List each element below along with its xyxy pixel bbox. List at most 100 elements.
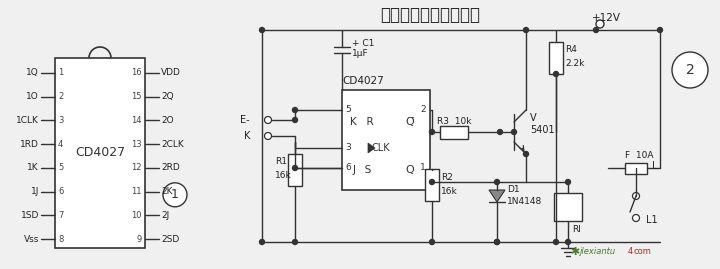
- Text: 16: 16: [131, 68, 142, 77]
- Circle shape: [498, 129, 503, 134]
- Text: R4: R4: [565, 45, 577, 55]
- Text: ✱: ✱: [570, 247, 580, 257]
- Bar: [55, 58, 145, 248]
- Text: 9: 9: [137, 235, 142, 244]
- Text: 5401: 5401: [530, 125, 554, 135]
- Text: 1K: 1K: [27, 163, 39, 172]
- Text: 1Q: 1Q: [26, 68, 39, 77]
- Text: 2: 2: [685, 63, 694, 77]
- Circle shape: [495, 179, 500, 185]
- Text: 6: 6: [345, 164, 351, 172]
- Text: V: V: [530, 113, 536, 123]
- Bar: [440, 126, 468, 139]
- Bar: [625, 162, 647, 174]
- Text: 1CLK: 1CLK: [16, 116, 39, 125]
- Text: + C1: + C1: [352, 40, 374, 48]
- Text: 1: 1: [171, 188, 179, 201]
- Text: 11: 11: [132, 187, 142, 196]
- Text: 3: 3: [58, 116, 63, 125]
- Circle shape: [511, 129, 516, 134]
- Circle shape: [593, 27, 598, 33]
- Polygon shape: [489, 190, 505, 202]
- Text: Q: Q: [405, 165, 415, 175]
- Circle shape: [657, 27, 662, 33]
- Text: 16k: 16k: [441, 186, 458, 196]
- Text: 1μF: 1μF: [352, 49, 369, 58]
- Circle shape: [264, 133, 271, 140]
- Text: K   R: K R: [350, 117, 374, 127]
- Text: 1: 1: [58, 68, 63, 77]
- Text: 2: 2: [420, 105, 426, 115]
- Text: 3: 3: [345, 143, 351, 153]
- Text: CD4027: CD4027: [75, 147, 125, 160]
- Text: 6: 6: [58, 187, 63, 196]
- Text: D1: D1: [507, 186, 520, 194]
- Text: 1: 1: [420, 164, 426, 172]
- Circle shape: [523, 151, 528, 157]
- Circle shape: [292, 165, 297, 171]
- Text: 2SD: 2SD: [161, 235, 179, 244]
- Text: R1: R1: [275, 158, 287, 167]
- Circle shape: [430, 239, 434, 245]
- Text: J   S: J S: [352, 165, 372, 175]
- Circle shape: [264, 116, 271, 123]
- Text: 2K: 2K: [161, 187, 173, 196]
- Circle shape: [292, 118, 297, 122]
- Text: L1: L1: [646, 215, 657, 225]
- Circle shape: [672, 52, 708, 88]
- Text: 2Q: 2Q: [161, 92, 174, 101]
- Circle shape: [430, 129, 434, 134]
- Text: Rl: Rl: [572, 225, 581, 233]
- Text: jlexiantu: jlexiantu: [580, 247, 616, 257]
- Text: R3  10k: R3 10k: [437, 118, 472, 126]
- Text: +12V: +12V: [592, 13, 621, 23]
- Text: 8: 8: [58, 235, 63, 244]
- Circle shape: [565, 179, 570, 185]
- Bar: [549, 42, 563, 74]
- Text: 2J: 2J: [161, 211, 169, 220]
- Text: 电子制作天地收藏整理: 电子制作天地收藏整理: [380, 6, 480, 24]
- Text: 16k: 16k: [275, 172, 292, 180]
- Text: 14: 14: [132, 116, 142, 125]
- Circle shape: [292, 239, 297, 245]
- Text: 5: 5: [345, 105, 351, 115]
- Polygon shape: [368, 143, 375, 153]
- Text: 15: 15: [132, 92, 142, 101]
- Circle shape: [430, 179, 434, 185]
- Text: 2: 2: [58, 92, 63, 101]
- Text: CLK: CLK: [372, 143, 391, 153]
- Text: 1RD: 1RD: [20, 140, 39, 149]
- Bar: [342, 90, 430, 190]
- Circle shape: [495, 239, 500, 245]
- Text: 13: 13: [131, 140, 142, 149]
- Text: L: L: [652, 161, 657, 171]
- Text: 2RD: 2RD: [161, 163, 180, 172]
- Text: 10: 10: [132, 211, 142, 220]
- Circle shape: [554, 72, 559, 76]
- Text: E-: E-: [240, 115, 250, 125]
- Text: R2: R2: [441, 172, 453, 182]
- Circle shape: [632, 193, 639, 200]
- Text: F  10A: F 10A: [625, 151, 654, 161]
- Circle shape: [596, 20, 604, 28]
- Circle shape: [292, 108, 297, 112]
- Circle shape: [259, 239, 264, 245]
- Circle shape: [565, 239, 570, 245]
- Circle shape: [259, 27, 264, 33]
- Text: Q̅: Q̅: [405, 117, 415, 127]
- Text: 4: 4: [58, 140, 63, 149]
- Bar: [288, 154, 302, 186]
- Bar: [554, 193, 582, 221]
- Text: 2O: 2O: [161, 116, 174, 125]
- Text: 2CLK: 2CLK: [161, 140, 184, 149]
- Text: 12: 12: [132, 163, 142, 172]
- Text: 4: 4: [628, 247, 634, 257]
- Circle shape: [554, 239, 559, 245]
- Text: 2.2k: 2.2k: [565, 59, 585, 69]
- Text: 1O: 1O: [26, 92, 39, 101]
- Circle shape: [495, 239, 500, 245]
- Text: CD4027: CD4027: [342, 76, 384, 86]
- Text: 7: 7: [58, 211, 63, 220]
- Circle shape: [163, 183, 187, 207]
- Text: Vss: Vss: [24, 235, 39, 244]
